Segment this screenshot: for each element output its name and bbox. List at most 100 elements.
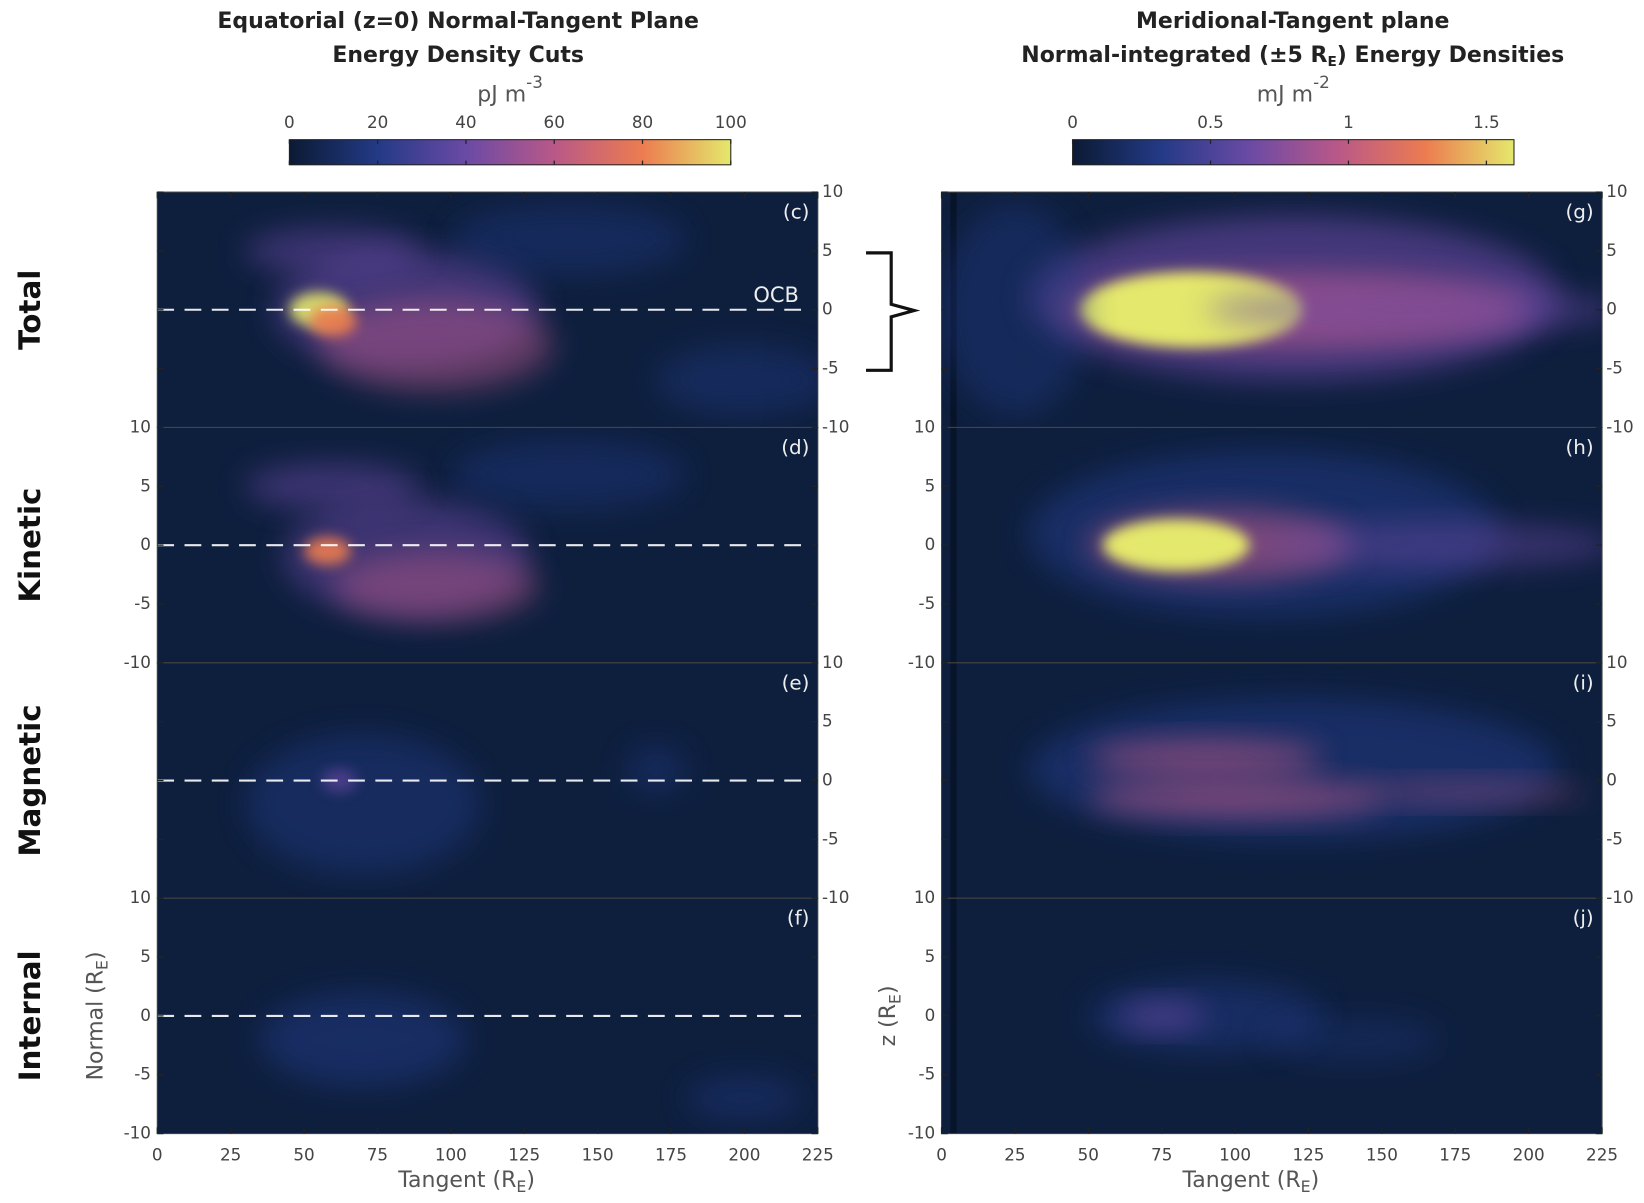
field-blob (1205, 286, 1603, 334)
y-tick-label: 0 (925, 534, 936, 554)
subscript: E (1301, 1177, 1311, 1196)
panel-label: (f) (787, 907, 810, 930)
field-blob (1117, 1001, 1206, 1030)
colorbar-tick-label: 80 (632, 112, 653, 132)
text-part: ) Energy Densities (1337, 43, 1564, 68)
y-tick-label: -5 (919, 593, 936, 613)
x-tick-label: 125 (1292, 1145, 1324, 1165)
row-label: Total (13, 270, 47, 350)
field-blob (1264, 1015, 1441, 1063)
x-tick-label: 50 (293, 1145, 314, 1165)
colorbar (288, 139, 732, 166)
text-part: z (R (876, 1004, 901, 1046)
heatmap (941, 662, 1603, 899)
field-blob (333, 551, 539, 622)
subscript: E (1327, 54, 1336, 70)
field-blob (626, 745, 686, 793)
field-blob (1079, 272, 1303, 348)
panel-label: (j) (1573, 907, 1594, 930)
row-label: Kinetic (13, 488, 47, 603)
text-part: ) (1311, 1168, 1320, 1193)
heatmap (941, 898, 1603, 1134)
y-tick-label: 5 (140, 946, 151, 966)
y-tick-label: 0 (140, 1005, 151, 1025)
panel-label: (g) (1566, 201, 1594, 224)
x-tick-label: 75 (1151, 1145, 1172, 1165)
heatmap (941, 192, 1603, 428)
colorbar-tick-label: 100 (715, 112, 747, 132)
y-tick-label: 5 (140, 475, 151, 495)
field-blob (656, 345, 818, 416)
x-tick-label: 200 (1513, 1145, 1545, 1165)
text-part: Normal-integrated (±5 R (1021, 43, 1327, 68)
subscript: E (885, 994, 904, 1004)
panel-label: (c) (783, 201, 809, 224)
field-blob (318, 298, 554, 393)
chart-subtitle: Energy Density Cuts (332, 43, 584, 68)
field-blob (1102, 519, 1250, 571)
field-blob (450, 439, 686, 510)
y-tick-label: -10 (822, 887, 849, 907)
text-part: Tangent (R (397, 1168, 516, 1193)
y-tick-label: 5 (1606, 711, 1617, 731)
text-part: Tangent (R (1181, 1168, 1300, 1193)
colorbar-tick-label: 1.5 (1473, 112, 1500, 132)
panel-label: (i) (1573, 671, 1594, 694)
field-blob (1088, 779, 1382, 817)
field-blob (1352, 780, 1588, 805)
y-tick-label: -5 (134, 593, 151, 613)
heatmap-band (950, 662, 957, 899)
text-part: Normal (R (83, 970, 108, 1080)
colorbar-unit: mJ m (1257, 83, 1313, 108)
y-tick-label: 0 (1606, 299, 1617, 319)
x-tick-label: 25 (1004, 1145, 1025, 1165)
y-axis-label: z (RE) (876, 985, 904, 1046)
subscript: E (92, 960, 111, 970)
subscript: E (516, 1177, 526, 1196)
y-tick-label: -5 (1606, 828, 1623, 848)
colorbar-label: mJ m-2 (1257, 72, 1330, 108)
field-blob (941, 204, 1089, 416)
y-tick-label: 0 (925, 1005, 936, 1025)
colorbar-tick-label: 0 (284, 112, 295, 132)
y-tick-label: 5 (925, 946, 936, 966)
colorbar-unit: pJ m (477, 83, 526, 108)
y-tick-label: 10 (822, 181, 843, 201)
colorbar-label: pJ m-3 (477, 72, 543, 108)
colorbar-unit-exponent: -3 (526, 72, 543, 92)
y-tick-label: 10 (822, 652, 843, 672)
y-tick-label: -5 (919, 1064, 936, 1084)
x-tick-label: 225 (802, 1145, 834, 1165)
text-part: ) (83, 951, 108, 960)
field-blob (304, 536, 352, 566)
annotation: OCB (753, 283, 799, 307)
y-tick-label: 10 (1606, 181, 1627, 201)
x-tick-label: 225 (1586, 1145, 1618, 1165)
heatmap-band (950, 898, 957, 1134)
y-tick-label: -5 (822, 358, 839, 378)
y-tick-label: -10 (124, 652, 151, 672)
field-blob (309, 306, 357, 337)
field-blob (245, 733, 481, 875)
y-tick-label: -10 (822, 416, 849, 436)
y-tick-label: -10 (1606, 887, 1633, 907)
heatmap (941, 427, 1603, 663)
x-tick-label: 150 (1366, 1145, 1398, 1165)
field-blob (260, 992, 466, 1087)
field-blob (1029, 698, 1559, 840)
y-tick-label: 5 (925, 475, 936, 495)
heatmap-band (950, 427, 957, 663)
y-tick-label: 10 (130, 416, 151, 436)
colorbar-tick-label: 20 (367, 112, 388, 132)
y-tick-label: -10 (124, 1123, 151, 1143)
x-tick-label: 0 (152, 1145, 163, 1165)
field-blob (321, 768, 357, 793)
y-tick-label: -10 (1606, 416, 1633, 436)
x-axis-label: Tangent (RE) (397, 1168, 535, 1196)
chart-title: Meridional-Tangent plane (1136, 9, 1449, 34)
y-tick-label: 10 (914, 887, 935, 907)
colorbar-tick-label: 0 (1067, 112, 1078, 132)
x-tick-label: 100 (1219, 1145, 1251, 1165)
